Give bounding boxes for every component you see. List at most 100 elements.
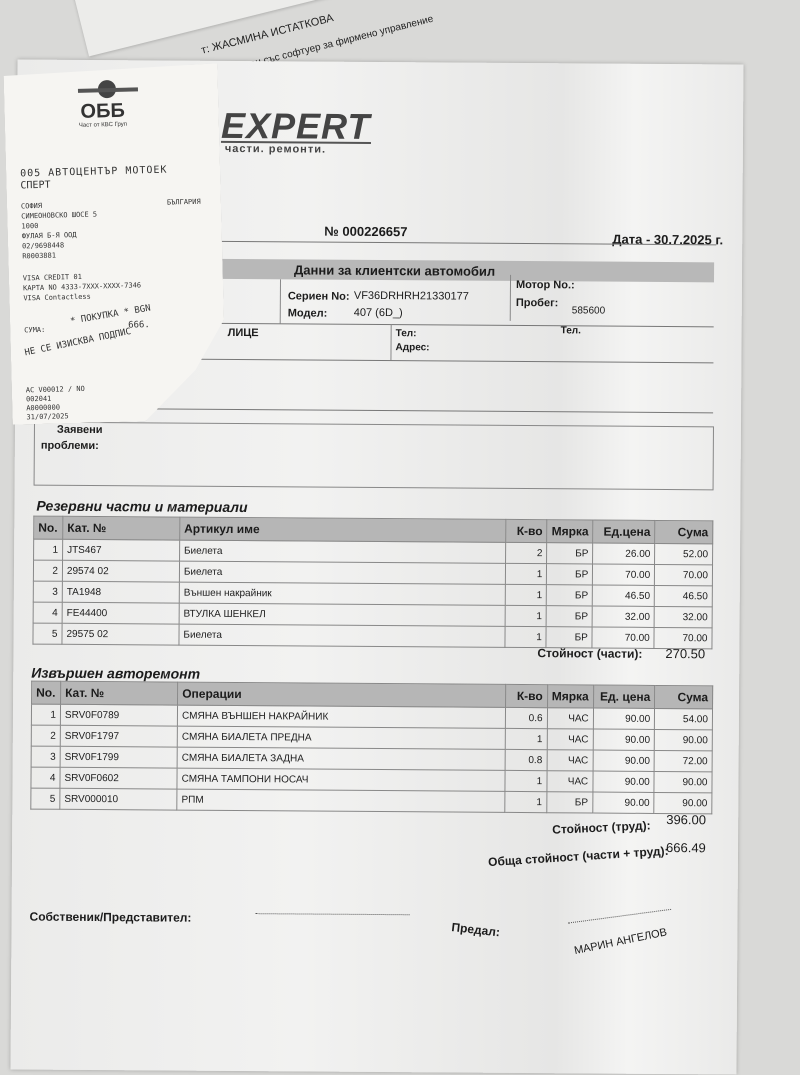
ac-line: AC V00012 / NO: [25, 384, 85, 395]
vehicle-section-title: Данни за клиентски автомобил: [294, 262, 496, 279]
aid: A0000000: [26, 403, 61, 413]
table-cell: 72.00: [654, 750, 713, 772]
company-tagline: части. ремонти.: [224, 142, 327, 156]
table-cell: БР: [546, 605, 593, 628]
postcode: 1000: [21, 222, 39, 231]
card-number: КАРТА NO 4333-7XXX-XXXX-7346: [23, 281, 142, 293]
table-cell: 32.00: [592, 606, 655, 628]
problems-label-2: проблеми:: [40, 439, 99, 453]
table-cell: SRV000010: [59, 788, 178, 811]
country: БЪЛГАРИЯ: [166, 197, 201, 207]
table-cell: 46.50: [592, 585, 655, 607]
table-cell: 2: [505, 542, 548, 564]
table-cell: 5: [32, 623, 63, 645]
parts-total-value: 270.50: [665, 646, 706, 662]
column-header: Сума: [654, 520, 713, 544]
handed-by-signature-line: [567, 908, 672, 924]
table-cell: 90.00: [592, 729, 655, 751]
column-header: Мярка: [547, 684, 594, 709]
table-cell: 1: [504, 791, 547, 813]
problems-label: Заявени: [56, 423, 103, 437]
city: СОФИЯ: [20, 201, 43, 211]
address-label: Адрес:: [395, 342, 430, 354]
table-cell: 29575 02: [61, 623, 180, 646]
table-cell: БР: [546, 626, 593, 649]
table-cell: 70.00: [592, 564, 655, 586]
card-type: VISA CREDIT 01: [22, 272, 82, 283]
table-cell: 2: [33, 560, 63, 582]
card-payment-receipt: ОББ Част от КВС Груп 005 АВТОЦЕНТЪР МОТО…: [3, 63, 226, 424]
table-cell: БР: [546, 563, 593, 586]
invoice-number: № 000226657: [324, 223, 408, 240]
company: ФУЛАЯ Б-Я ООД: [21, 231, 77, 241]
column-header: Артикул име: [179, 517, 506, 543]
table-cell: БР: [546, 791, 593, 814]
table-cell: Биелета: [179, 561, 506, 585]
owner-signature-label: Собственик/Представител:: [29, 909, 192, 925]
table-cell: 52.00: [654, 543, 713, 565]
table-cell: ЧАС: [546, 770, 593, 793]
parts-table: No. Кат. № Артикул име К-во Мярка Ед.цена Сума…: [32, 516, 713, 650]
street: СИМЕОНОВСКО ШОСЕ 5: [21, 210, 98, 221]
merchant-phone: 02/9698448: [21, 241, 65, 251]
table-cell: 46.50: [654, 585, 713, 607]
table-cell: 0.8: [505, 749, 547, 771]
table-cell: СМЯНА ВЪНШЕН НАКРАЙНИК: [177, 705, 506, 729]
table-cell: ЧАС: [547, 707, 594, 730]
table-cell: JTS467: [62, 539, 180, 562]
table-cell: 1: [504, 584, 547, 606]
table-cell: СМЯНА ТАМПОНИ НОСАЧ: [177, 768, 506, 792]
table-cell: SRV0F1797: [60, 725, 178, 748]
contactless: VISA Contactless: [23, 292, 91, 303]
merchant-name: 005 АВТОЦЕНТЪР МОТОЕК: [19, 164, 168, 180]
table-cell: ЧАС: [546, 749, 593, 772]
auth-code: 002041: [25, 394, 52, 404]
engine-label: Мотор No.:: [515, 278, 575, 292]
table-cell: 1: [31, 704, 61, 726]
divider: [390, 324, 392, 361]
receipt-date: 31/07/2025: [26, 412, 69, 422]
person-label: ЛИЦЕ: [227, 326, 259, 340]
divider: [509, 274, 512, 321]
table-row: 5 29575 02 Биелета 1 БР 70.00 70.00: [32, 623, 713, 649]
merchant-name-2: СПЕРТ: [20, 179, 51, 192]
table-cell: Биелета: [178, 624, 505, 648]
model-value: 407 (6D_): [353, 306, 403, 320]
table-cell: SRV0F0789: [60, 704, 178, 727]
table-cell: 54.00: [654, 708, 713, 730]
table-cell: 90.00: [592, 750, 655, 772]
table-cell: 90.00: [592, 792, 655, 814]
table-cell: СМЯНА БИАЛЕТА ЗАДНА: [177, 747, 506, 771]
column-header: Ед. цена: [593, 685, 655, 709]
phone2-label: Тел.: [560, 325, 582, 337]
grand-total-value: 666.49: [665, 840, 706, 856]
column-header: Кат. №: [60, 681, 178, 706]
table-cell: 26.00: [592, 543, 655, 565]
table-cell: СМЯНА БИАЛЕТА ПРЕДНА: [177, 726, 506, 750]
column-header: К-во: [505, 519, 548, 543]
serial-value: VF36DRHRH21330177: [353, 289, 469, 303]
labor-total-value: 396.00: [666, 812, 707, 828]
table-cell: 2: [31, 725, 61, 747]
mileage-label: Пробег:: [515, 296, 559, 310]
table-cell: БР: [546, 542, 594, 565]
table-cell: Биелета: [179, 540, 506, 564]
table-cell: FE44400: [62, 602, 180, 625]
table-cell: БР: [546, 584, 593, 607]
table-cell: 1: [504, 626, 547, 648]
table-cell: 1: [505, 563, 547, 585]
table-cell: 0.6: [505, 707, 548, 729]
table-cell: 70.00: [654, 564, 713, 586]
column-header: Ед.цена: [593, 520, 656, 544]
table-row: 5 SRV000010 РПМ 1 БР 90.00 90.00: [30, 788, 712, 814]
phone-label: Тел:: [395, 328, 417, 340]
table-cell: SRV0F0602: [59, 767, 178, 790]
parts-section-title: Резервни части и материали: [36, 497, 248, 516]
problems-box: [33, 421, 714, 491]
table-cell: ВТУЛКА ШЕНКЕЛ: [179, 603, 505, 627]
table-cell: 5: [30, 788, 60, 810]
table-cell: ЧАС: [546, 728, 594, 751]
table-cell: 90.00: [654, 771, 713, 793]
labor-table: No. Кат. № Операции К-во Мярка Ед. цена Сума 1…: [30, 681, 713, 815]
labor-section-title: Извършен авторемонт: [31, 664, 201, 682]
